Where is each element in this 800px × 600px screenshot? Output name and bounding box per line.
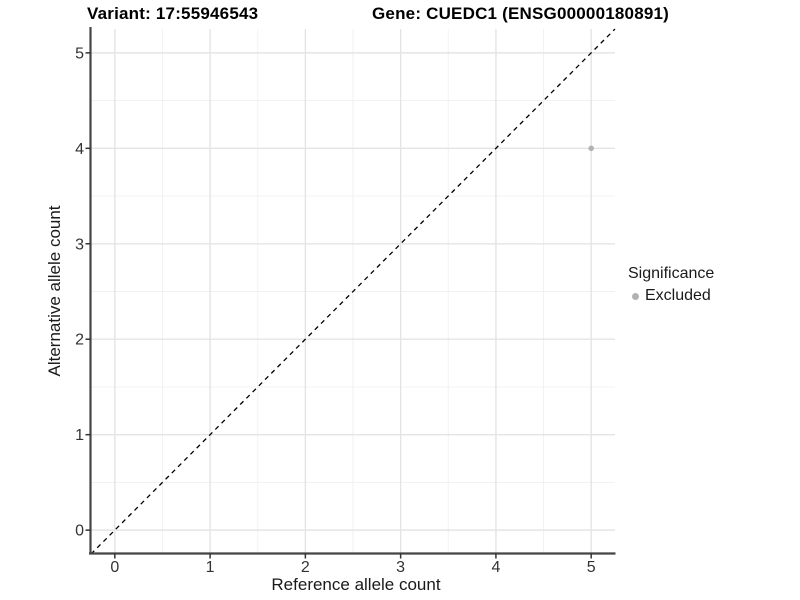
x-tick-label: 3 [396, 559, 405, 576]
x-tick-label: 4 [491, 559, 500, 576]
y-axis-title: Alternative allele count [45, 205, 64, 376]
legend-item-excluded: Excluded [632, 287, 714, 305]
axis-tick-marks [85, 52, 592, 559]
x-tick-label: 1 [206, 559, 215, 576]
legend-item-label: Excluded [645, 287, 711, 304]
x-tick-label: 5 [587, 559, 596, 576]
y-tick-labels: 0 1 2 3 4 5 [75, 45, 84, 539]
y-tick-label: 5 [75, 45, 84, 62]
grid-major-lines [91, 29, 615, 554]
y-tick-label: 0 [75, 523, 84, 540]
legend-point-icon [632, 292, 639, 300]
variant-title: Variant: 17:55946543 [87, 4, 259, 23]
gene-title: Gene: CUEDC1 (ENSG00000180891) [372, 4, 670, 23]
grid-minor-lines [91, 29, 615, 554]
y-tick-label: 3 [75, 236, 84, 253]
y-tick-label: 2 [75, 332, 84, 349]
legend: Significance Excluded [628, 264, 714, 305]
x-tick-label: 0 [110, 559, 119, 576]
x-axis-title: Reference allele count [271, 575, 440, 594]
y-tick-label: 1 [75, 427, 84, 444]
identity-line [90, 28, 616, 555]
legend-title: Significance [628, 265, 715, 282]
data-point [588, 145, 594, 152]
x-tick-labels: 0 1 2 3 4 5 [110, 559, 595, 576]
y-tick-label: 4 [75, 141, 84, 158]
data-points [588, 145, 594, 152]
x-tick-label: 2 [301, 559, 310, 576]
